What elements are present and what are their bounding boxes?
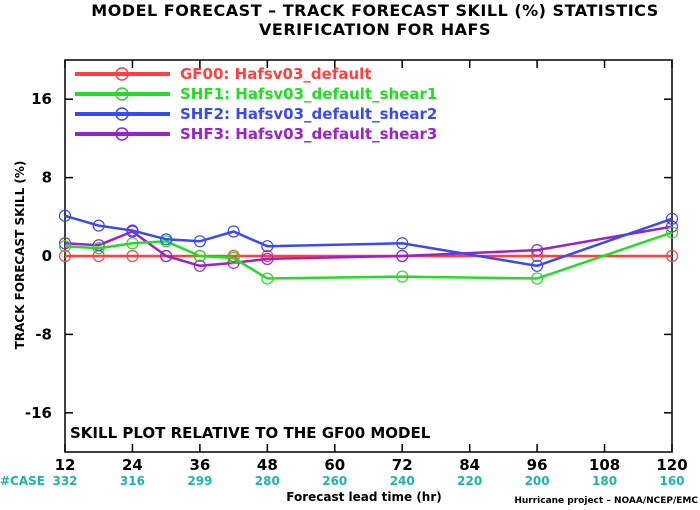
data-point-shf1 [531, 272, 544, 285]
x-tick-label: 36 [189, 456, 210, 474]
data-point-shf3 [396, 249, 409, 263]
x-tick-label: 96 [527, 456, 548, 474]
legend-marker-shf3 [115, 127, 129, 141]
data-point-shf1 [58, 240, 72, 253]
y-tick-label: -16 [25, 404, 52, 422]
case-count-row: #CASE 332 316 299 280 260 240 220 200 180 160 [0, 474, 685, 488]
case-count: 240 [390, 474, 415, 488]
data-point-shf3 [261, 252, 274, 266]
data-point-shf3 [92, 239, 105, 252]
data-point-shf2 [126, 224, 139, 237]
legend-marker-gf00 [115, 67, 129, 81]
legend-marker-shf1 [115, 87, 129, 101]
credit: Hurricane project – NOAA/NCEP/EMC [514, 496, 698, 506]
series-line-shf3 [64, 225, 673, 268]
x-tick-label: 84 [459, 456, 480, 474]
y-tick-label: -8 [35, 325, 52, 343]
data-point-shf3 [193, 259, 206, 272]
x-axis-label: Forecast lead time (hr) [286, 490, 442, 504]
x-tick-label: 48 [257, 456, 278, 474]
data-point-shf1 [227, 251, 240, 265]
x-tick-label: 24 [122, 456, 143, 474]
legend-label-shf1: SHF1: Hafsv03_default_shear1 [180, 85, 437, 103]
y-axis-label: TRACK FORECAST SKILL (%) [13, 161, 27, 350]
data-point-shf1 [92, 242, 105, 255]
x-tick-label: 60 [324, 456, 345, 474]
case-count: 180 [592, 474, 617, 488]
chart-title-line1: MODEL FORECAST – TRACK FORECAST SKILL (%… [91, 1, 658, 20]
data-point-shf2 [92, 219, 105, 232]
data-point-shf3 [160, 249, 173, 263]
data-point-shf1 [396, 270, 409, 283]
data-point-shf3 [531, 244, 544, 257]
data-point-shf2 [160, 233, 173, 246]
data-point-gf00 [665, 249, 679, 263]
series-line-shf2 [64, 214, 673, 268]
data-point-shf3 [58, 237, 72, 250]
data-point-shf2 [261, 240, 274, 253]
legend: GF00: Hafsv03_default SHF1: Hafsv03_defau… [75, 65, 437, 143]
plot-area [58, 59, 679, 453]
data-point-shf1 [665, 226, 679, 239]
data-point-shf3 [665, 220, 679, 233]
data-point-gf00 [126, 249, 139, 263]
legend-label-gf00: GF00: Hafsv03_default [180, 65, 371, 83]
data-point-shf1 [126, 237, 139, 250]
legend-label-shf3: SHF3: Hafsv03_default_shear3 [180, 125, 437, 143]
data-point-shf1 [261, 272, 274, 285]
legend-label-shf2: SHF2: Hafsv03_default_shear2 [180, 105, 437, 123]
case-count: 280 [255, 474, 280, 488]
y-tick-label: 16 [31, 90, 52, 108]
x-tick-label: 108 [589, 456, 620, 474]
case-label: #CASE [0, 474, 45, 488]
y-tick-labels: 16 8 0 -8 -16 [25, 90, 52, 422]
case-count: 260 [322, 474, 347, 488]
case-count: 299 [187, 474, 212, 488]
x-tick-label: 12 [55, 456, 76, 474]
legend-marker-shf2 [115, 107, 129, 121]
case-count: 160 [659, 474, 684, 488]
data-point-shf2 [665, 212, 679, 225]
data-point-shf2 [193, 235, 206, 248]
case-count: 200 [525, 474, 550, 488]
data-point-shf2 [58, 209, 72, 222]
x-tick-label: 120 [656, 456, 687, 474]
data-point-shf1 [193, 249, 206, 263]
x-tick-labels: 12 24 36 48 60 72 84 96 108 120 [55, 456, 688, 474]
data-point-gf00 [261, 249, 274, 263]
y-tick-label: 8 [42, 169, 52, 187]
x-tick-label: 72 [392, 456, 413, 474]
skill-note: SKILL PLOT RELATIVE TO THE GF00 MODEL [70, 424, 431, 442]
data-point-gf00 [58, 249, 72, 263]
data-point-shf2 [227, 225, 240, 238]
y-tick-label: 0 [42, 247, 52, 265]
case-count: 332 [52, 474, 77, 488]
case-count: 316 [120, 474, 145, 488]
chart-title-line2: VERIFICATION FOR HAFS [259, 20, 491, 39]
series-line-shf1 [64, 231, 673, 280]
data-point-shf2 [531, 259, 544, 272]
case-count: 220 [457, 474, 482, 488]
data-point-shf2 [396, 237, 409, 250]
